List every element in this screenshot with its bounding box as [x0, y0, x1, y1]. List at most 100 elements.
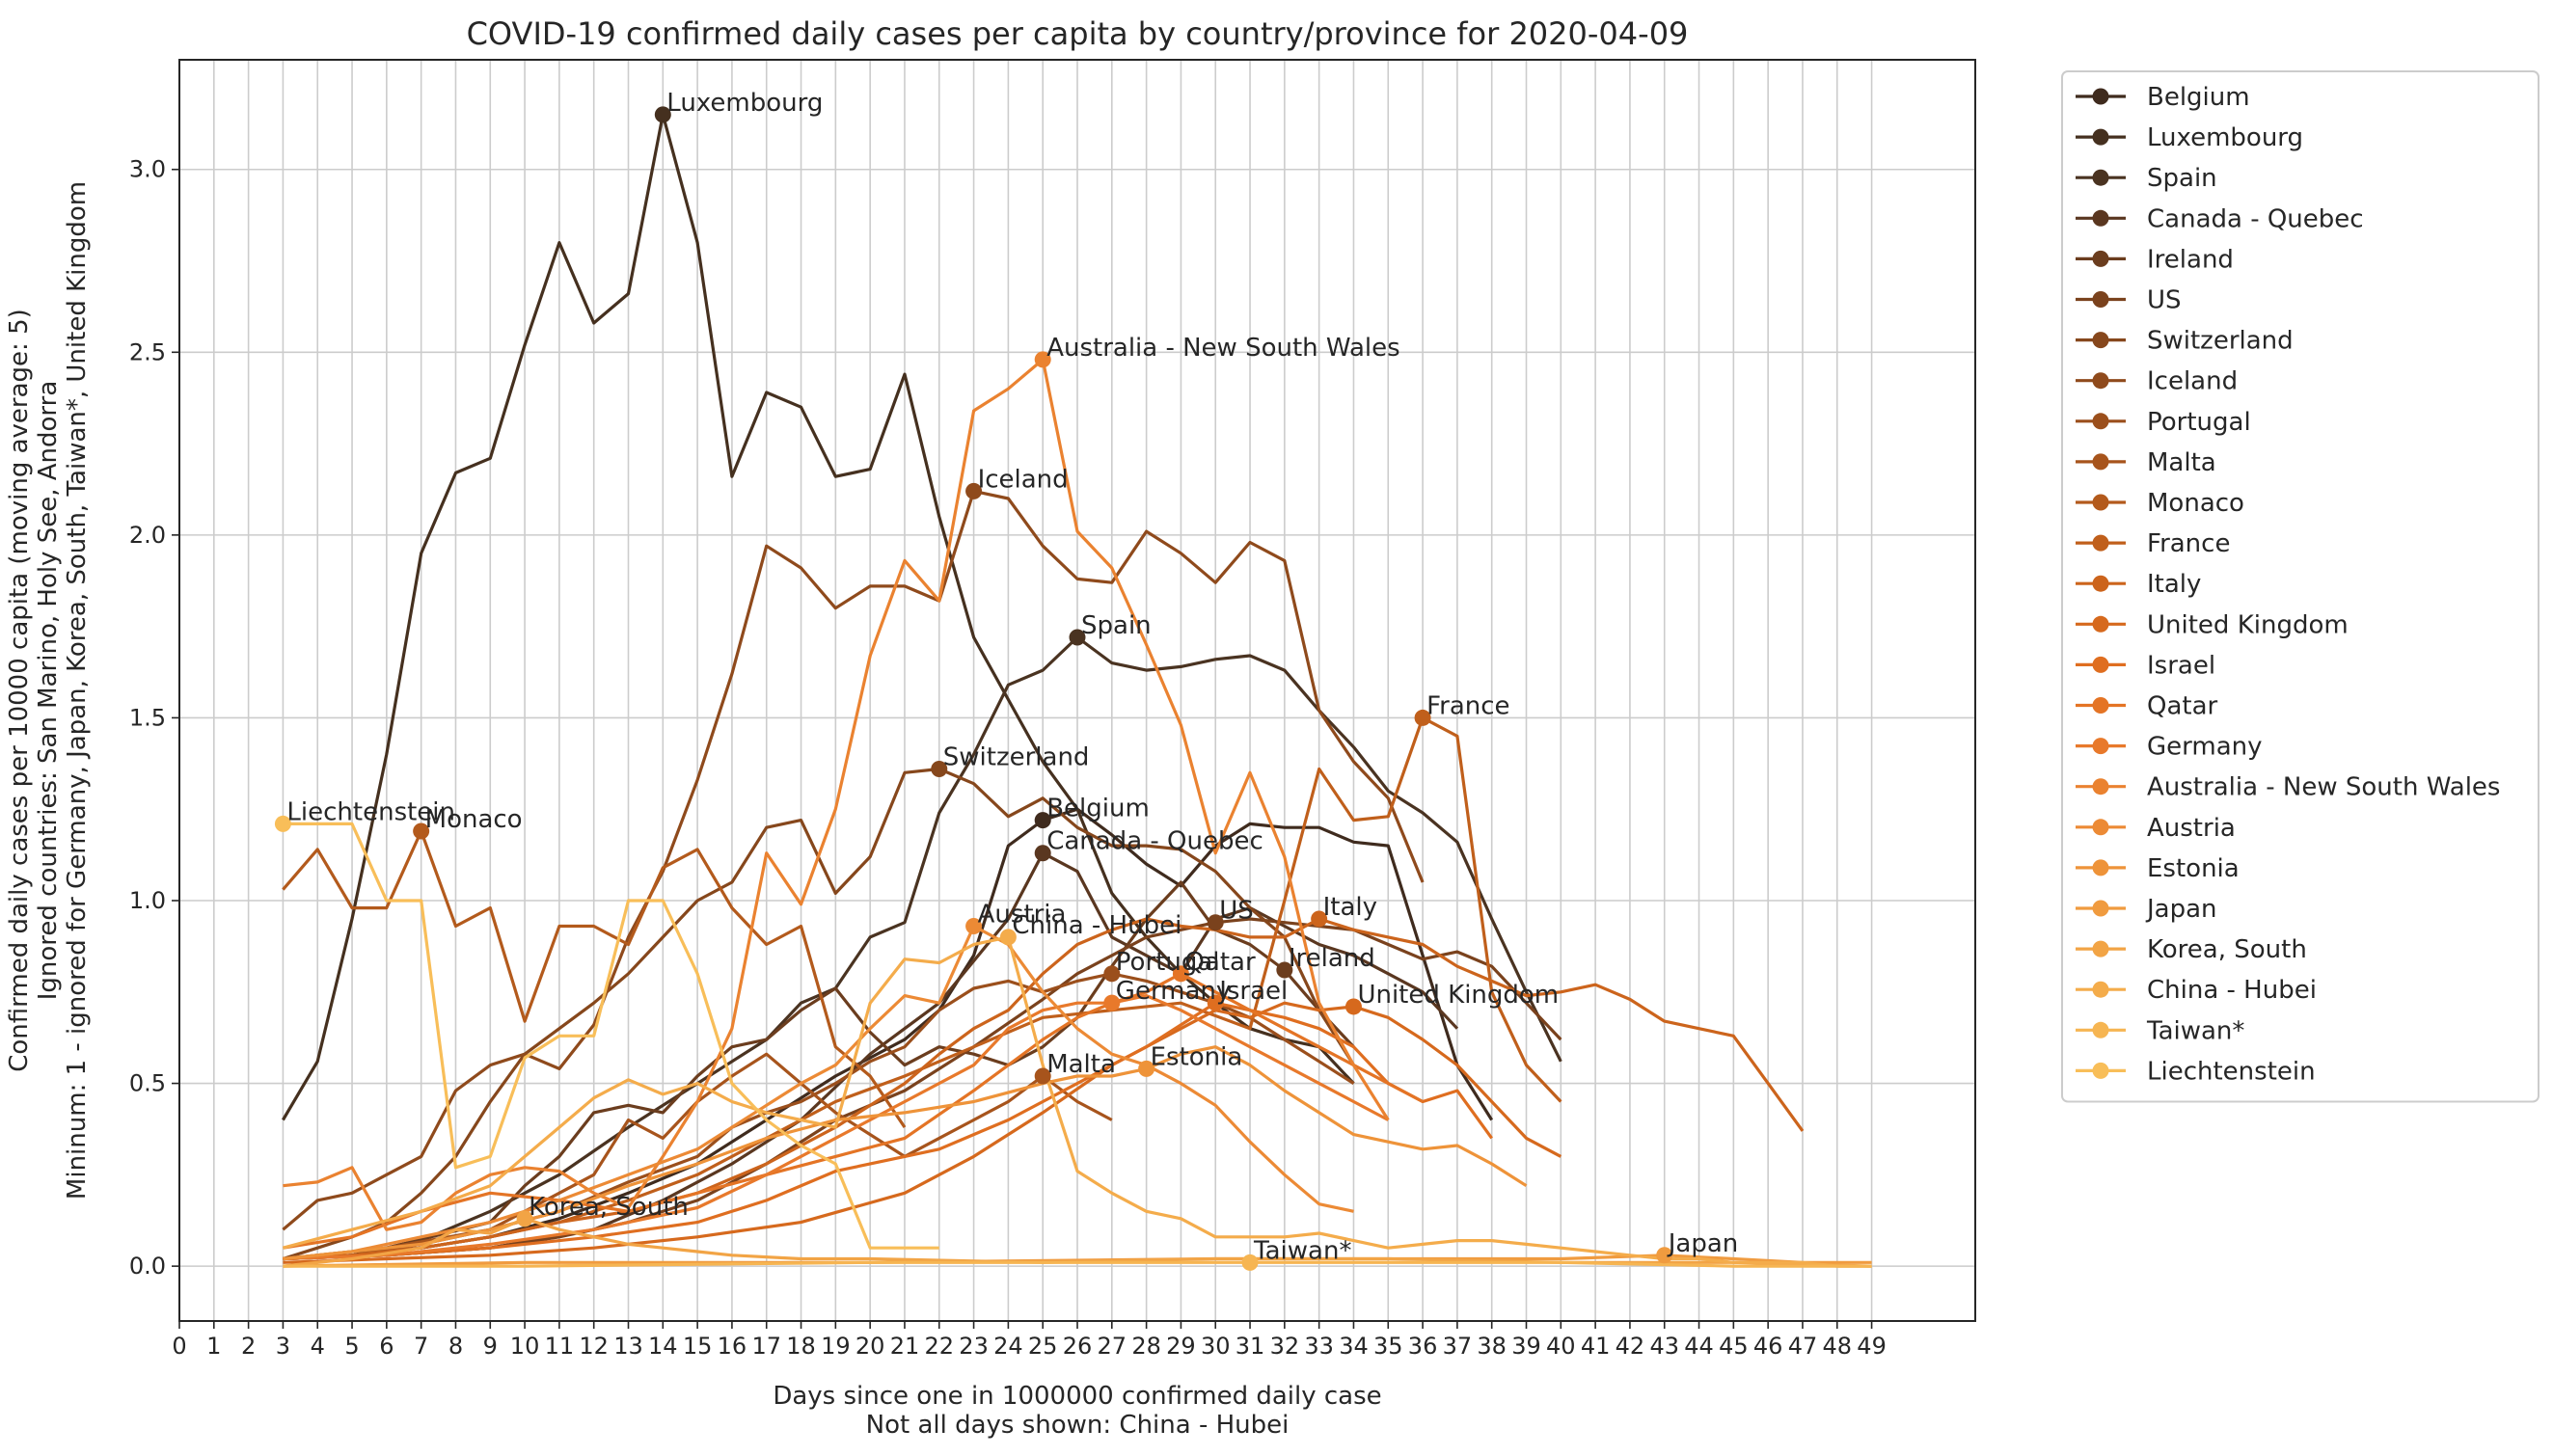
series-marker-taiwan: [1241, 1254, 1259, 1271]
annotation-spain: Spain: [1081, 611, 1152, 640]
series-line-china-hubei: [282, 935, 1872, 1268]
series-marker-united-kingdom: [1344, 998, 1362, 1015]
series-marker-monaco: [413, 822, 430, 840]
x-tick-label: 12: [579, 1333, 609, 1360]
annotation-liechtenstein: Liechtenstein: [286, 797, 455, 826]
series-lines: [282, 113, 1872, 1268]
legend-marker-austria: [2092, 819, 2109, 836]
x-tick-label: 36: [1408, 1333, 1438, 1360]
series-line-united-kingdom: [283, 1001, 1562, 1264]
legend-marker-germany: [2092, 738, 2109, 755]
annotation-iceland: Iceland: [978, 465, 1069, 494]
legend-entry-iceland: Iceland: [2147, 367, 2238, 396]
legend-entry-taiwan: Taiwan*: [2146, 1016, 2244, 1045]
legend-marker-liechtenstein: [2092, 1062, 2109, 1079]
legend-entry-australia-new-south-wales: Australia - New South Wales: [2147, 773, 2500, 802]
x-tick-label: 8: [448, 1333, 463, 1360]
chart-title: COVID-19 confirmed daily cases per capit…: [467, 15, 1689, 52]
legend-entry-germany: Germany: [2147, 733, 2263, 762]
x-tick-label: 26: [1063, 1333, 1093, 1360]
legend-marker-us: [2092, 291, 2109, 308]
x-tick-label: 4: [311, 1333, 325, 1360]
x-tick-label: 29: [1166, 1333, 1196, 1360]
series-marker-japan: [1656, 1247, 1673, 1264]
legend-marker-spain: [2092, 169, 2109, 186]
annotation-korea-south: Korea, South: [529, 1193, 689, 1222]
legend-box: [2061, 70, 2539, 1103]
y-tick-label: 0.5: [129, 1070, 166, 1097]
series-marker-belgium: [1034, 812, 1051, 829]
legend-entry-austria: Austria: [2147, 814, 2236, 843]
x-tick-label: 40: [1546, 1333, 1576, 1360]
series-marker-israel: [1207, 994, 1224, 1011]
x-tick-label: 16: [718, 1333, 747, 1360]
x-tick-label: 49: [1857, 1333, 1887, 1360]
legend-entry-china-hubei: China - Hubei: [2147, 976, 2317, 1005]
x-tick-label: 27: [1098, 1333, 1127, 1360]
annotation-united-kingdom: United Kingdom: [1357, 981, 1559, 1010]
series-marker-italy: [1311, 910, 1328, 928]
legend-marker-switzerland: [2092, 332, 2109, 349]
series-marker-china-hubei: [999, 929, 1017, 946]
legend-entry-estonia: Estonia: [2147, 854, 2240, 883]
x-tick-label: 5: [344, 1333, 359, 1360]
series-line-japan: [283, 1254, 1872, 1268]
x-tick-label: 13: [613, 1333, 643, 1360]
series-line-spain: [283, 635, 1562, 1261]
legend-entry-monaco: Monaco: [2147, 489, 2244, 518]
legend-entry-ireland: Ireland: [2147, 245, 2234, 274]
annotation-france: France: [1426, 691, 1509, 720]
annotation-switzerland: Switzerland: [943, 743, 1090, 772]
x-tick-label: 23: [959, 1333, 989, 1360]
x-tick-label: 37: [1443, 1333, 1473, 1360]
x-tick-label: 22: [924, 1333, 954, 1360]
annotation-japan: Japan: [1667, 1229, 1739, 1258]
x-tick-label: 0: [172, 1333, 186, 1360]
annotation-us: US: [1219, 897, 1254, 926]
x-tick-label: 1: [206, 1333, 221, 1360]
legend-marker-china-hubei: [2092, 981, 2109, 998]
legend-entry-malta: Malta: [2147, 448, 2216, 477]
series-marker-germany: [1103, 994, 1121, 1011]
legend-marker-belgium: [2092, 88, 2109, 105]
y-tick-label: 1.5: [129, 704, 166, 731]
series-marker-estonia: [1138, 1060, 1155, 1077]
x-tick-label: 38: [1477, 1333, 1507, 1360]
series-marker-liechtenstein: [274, 815, 291, 832]
annotation-germany: Germany: [1116, 977, 1232, 1006]
annotation-china-hubei: China - Hubei: [1012, 911, 1181, 940]
series-line-liechtenstein: [283, 822, 939, 1250]
series-line-ireland: [283, 880, 1355, 1261]
annotations: Belgium Luxembourg Spain Canada - Quebec Ire…: [286, 89, 1738, 1265]
grid: [178, 60, 1975, 1321]
series-line-monaco: [282, 829, 907, 1128]
series-line-belgium: [283, 807, 1494, 1261]
series-marker-austria: [965, 918, 983, 935]
x-tick-label: 34: [1339, 1333, 1369, 1360]
x-tick-label: 47: [1788, 1333, 1818, 1360]
x-tick-label: 33: [1304, 1333, 1334, 1360]
annotation-malta: Malta: [1046, 1050, 1116, 1079]
legend-entry-japan: Japan: [2145, 895, 2217, 924]
legend-marker-portugal: [2092, 413, 2109, 430]
annotation-luxembourg: Luxembourg: [666, 89, 823, 118]
x-tick-label: 7: [414, 1333, 428, 1360]
legend-marker-luxembourg: [2092, 128, 2109, 146]
annotation-italy: Italy: [1323, 893, 1377, 922]
series-line-luxembourg: [282, 113, 1355, 1121]
series-marker-portugal: [1103, 965, 1121, 983]
legend-entry-united-kingdom: United Kingdom: [2147, 610, 2349, 639]
y-tick-label: 2.5: [129, 338, 166, 365]
legend-entry-switzerland: Switzerland: [2147, 327, 2294, 356]
legend-entry-us: US: [2147, 286, 2182, 315]
y-axis-label-line-3: Confirmed daily cases per 10000 capita (…: [5, 309, 34, 1072]
annotation-canada-quebec: Canada - Quebec: [1046, 827, 1263, 856]
series-line-austria: [283, 924, 1354, 1261]
x-tick-label: 41: [1581, 1333, 1611, 1360]
legend-marker-united-kingdom: [2092, 615, 2109, 633]
series-marker-spain: [1069, 629, 1086, 646]
x-axis-label: Days since one in 1000000 confirmed dail…: [773, 1382, 1381, 1411]
x-tick-label: 42: [1616, 1333, 1645, 1360]
x-tick-label: 18: [786, 1333, 816, 1360]
